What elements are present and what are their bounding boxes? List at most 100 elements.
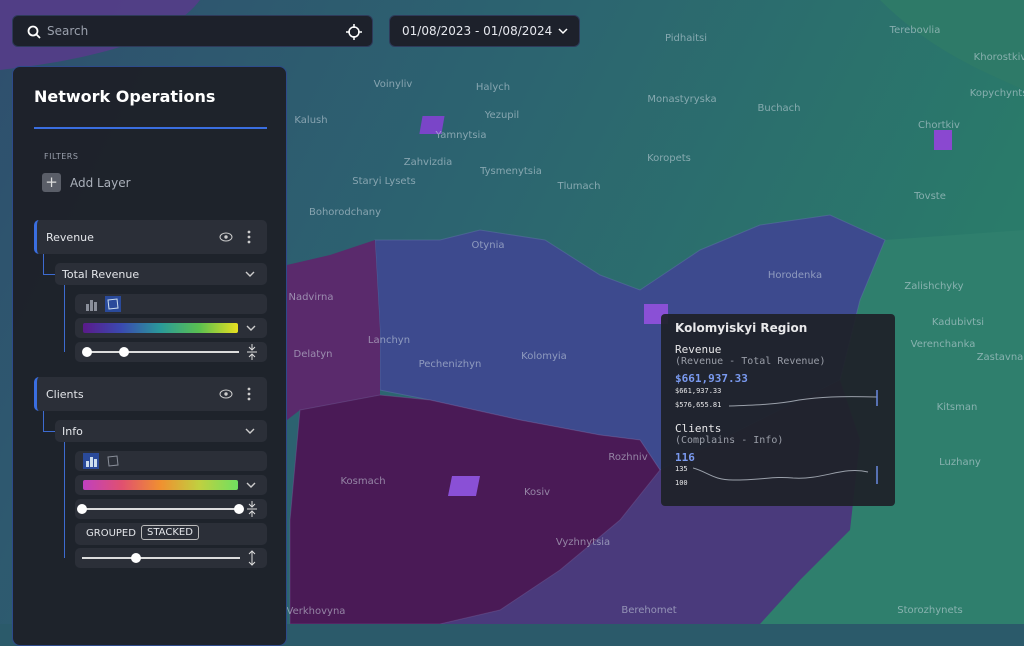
place-label: Tysmenytsia (479, 166, 542, 177)
place-label: Delatyn (294, 349, 333, 360)
date-range: 01/08/2023 - 01/08/2024 (402, 24, 553, 38)
eye-icon[interactable] (219, 389, 233, 399)
slider-knob[interactable] (82, 347, 92, 357)
color-ramp (83, 480, 238, 490)
tree-line (64, 442, 76, 558)
place-label: Zahvizdia (404, 157, 453, 168)
slider-knob[interactable] (234, 504, 244, 514)
polygon-icon[interactable] (106, 454, 120, 468)
chevron (245, 271, 255, 277)
section-value: $661,937.33 (675, 372, 748, 385)
place-label: Voinyliv (374, 79, 413, 90)
section-subtitle: (Revenue - Total Revenue) (675, 356, 826, 367)
locate-icon[interactable] (346, 24, 362, 40)
place-label: Terebovlia (889, 25, 941, 36)
slider-track (87, 351, 239, 353)
place-label: Berehomet (621, 605, 676, 616)
place-label: Monastyryska (647, 94, 716, 105)
panel-title: Network Operations (34, 87, 216, 106)
icon-row (75, 451, 267, 471)
slider-knob[interactable] (119, 347, 129, 357)
resize-icon[interactable] (247, 550, 257, 566)
tree-line (43, 254, 56, 275)
search-bar[interactable]: Search (12, 15, 373, 47)
place-label: Kosiv (524, 487, 550, 498)
place-label: Verkhovyna (287, 606, 346, 617)
search-placeholder: Search (47, 24, 89, 38)
chart-icon[interactable] (85, 297, 99, 311)
layer-row[interactable]: Revenue (34, 220, 267, 254)
add-icon[interactable]: + (42, 173, 61, 192)
sublayer-row[interactable]: Total Revenue (55, 263, 267, 285)
place-label: Vyzhnytsia (556, 537, 610, 548)
mode-row: GROUPED STACKED (75, 523, 267, 545)
chevron (246, 325, 256, 331)
place-label: Yezupil (484, 110, 519, 121)
add-layer[interactable]: Add Layer (70, 176, 131, 190)
chevron (558, 28, 568, 35)
section-name: Revenue (675, 343, 722, 356)
filters-label: FILTERS (44, 152, 79, 161)
sparkline (693, 466, 878, 484)
section-subtitle: (Complains - Info) (675, 435, 784, 446)
slider-knob[interactable] (131, 553, 141, 563)
section-high: $661,937.33 (675, 387, 722, 395)
place-label: Pechenizhyn (419, 359, 482, 370)
place-label: Lanchyn (368, 335, 410, 346)
chart-icon[interactable] (83, 453, 99, 469)
tree-line (43, 411, 56, 432)
tree-line (64, 285, 76, 352)
slider-row[interactable] (75, 342, 267, 362)
polygon-icon[interactable] (105, 296, 121, 312)
place-label: Chortkiv (918, 120, 960, 131)
tooltip-title: Kolomyiskyi Region (675, 321, 808, 335)
place-label: Pidhaitsi (665, 33, 707, 44)
resize-icon[interactable] (247, 501, 257, 517)
menu-icon[interactable] (247, 387, 251, 401)
chevron (245, 428, 255, 434)
site-marker (934, 130, 952, 150)
place-label: Kalush (294, 115, 327, 126)
chevron (246, 482, 256, 488)
place-label: Otynia (472, 240, 505, 251)
mode-option-selected[interactable]: STACKED (141, 525, 199, 540)
section-low: $576,655.81 (675, 401, 722, 409)
site-marker (448, 476, 480, 496)
side-panel: Network Operations FILTERS + Add Layer R… (12, 66, 287, 646)
section-value: 116 (675, 451, 695, 464)
layer-name: Revenue (46, 230, 94, 244)
sublayer-row[interactable]: Info (55, 420, 267, 442)
place-label: Kolomyia (521, 351, 567, 362)
place-label: Zalishchyky (904, 281, 963, 292)
gradient-row[interactable] (75, 475, 267, 495)
eye-icon[interactable] (219, 232, 233, 242)
resize-icon[interactable] (247, 344, 257, 360)
place-label: Bohorodchany (309, 207, 381, 218)
place-label: Kadubivtsi (932, 317, 984, 328)
site-marker (419, 116, 445, 134)
mode-option[interactable]: GROUPED (86, 528, 136, 539)
place-label: Horodenka (768, 270, 822, 281)
date-picker[interactable]: 01/08/2023 - 01/08/2024 (389, 15, 580, 47)
gradient-row[interactable] (75, 318, 267, 338)
place-label: Yamnytsia (435, 130, 487, 141)
place-label: Buchach (758, 103, 801, 114)
layer-name: Clients (46, 387, 84, 401)
icon-row (75, 294, 267, 314)
place-label: Zastavna (977, 352, 1024, 363)
layer-row[interactable]: Clients (34, 377, 267, 411)
slider-row[interactable] (75, 548, 267, 568)
slider-knob[interactable] (77, 504, 87, 514)
region-tooltip: Kolomyiskyi Region Revenue (Revenue - To… (661, 314, 895, 506)
menu-icon[interactable] (247, 230, 251, 244)
section-name: Clients (675, 422, 722, 435)
slider-row[interactable] (75, 499, 267, 519)
place-label: Luzhany (939, 457, 981, 468)
region (287, 240, 380, 420)
section-low: 100 (675, 479, 688, 487)
divider (34, 127, 267, 129)
place-label: Staryi Lysets (352, 176, 415, 187)
place-label: Tlumach (557, 181, 601, 192)
place-label: Verenchanka (911, 339, 976, 350)
